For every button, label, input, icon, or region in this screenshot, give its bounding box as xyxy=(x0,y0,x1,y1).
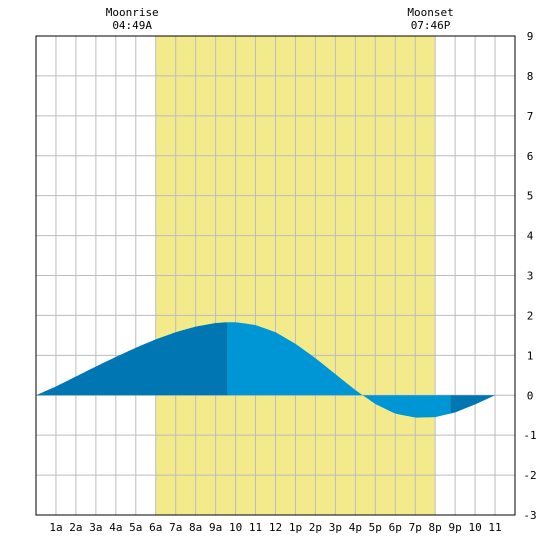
x-tick-label: 5a xyxy=(129,521,142,534)
x-tick-label: 4p xyxy=(349,521,362,534)
x-tick-label: 2p xyxy=(309,521,322,534)
y-tick-label: 7 xyxy=(527,110,534,123)
tide-area-segment xyxy=(227,322,451,418)
y-tick-label: 1 xyxy=(527,349,534,362)
x-tick-label: 10 xyxy=(229,521,242,534)
y-tick-label: 2 xyxy=(527,309,534,322)
y-tick-label: 0 xyxy=(527,389,534,402)
tide-area-segment xyxy=(36,322,228,396)
x-tick-label: 11 xyxy=(488,521,501,534)
y-tick-label: 9 xyxy=(527,30,534,43)
x-tick-label: 9p xyxy=(449,521,462,534)
tide-area-segment xyxy=(450,395,515,414)
x-tick-label: 4a xyxy=(109,521,122,534)
y-tick-label: 5 xyxy=(527,190,534,203)
x-tick-label: 8p xyxy=(429,521,442,534)
x-tick-label: 6p xyxy=(389,521,402,534)
x-tick-label: 5p xyxy=(369,521,382,534)
moonrise-time: 04:49A xyxy=(112,19,152,32)
y-axis-ticks: -3 -2 -1 0 1 2 3 4 5 6 7 8 9 xyxy=(523,30,536,522)
plot-border xyxy=(35,35,516,516)
y-tick-label: -1 xyxy=(523,429,536,442)
x-tick-label: 3p xyxy=(329,521,342,534)
y-tick-label: -2 xyxy=(523,469,536,482)
x-tick-label: 12 xyxy=(269,521,282,534)
y-tick-label: 4 xyxy=(527,230,534,243)
tide-areas xyxy=(36,322,515,418)
y-tick-label: 8 xyxy=(527,70,534,83)
x-tick-label: 8a xyxy=(189,521,202,534)
x-tick-label: 3a xyxy=(89,521,102,534)
x-tick-label: 7a xyxy=(169,521,182,534)
moonset-label: Moonset xyxy=(407,6,453,19)
y-tick-label: -3 xyxy=(523,509,536,522)
x-tick-label: 2a xyxy=(69,521,82,534)
moonrise-label: Moonrise xyxy=(106,6,159,19)
x-tick-label: 6a xyxy=(149,521,162,534)
x-tick-label: 7p xyxy=(409,521,422,534)
x-tick-label: 1a xyxy=(49,521,62,534)
x-tick-label: 11 xyxy=(249,521,262,534)
moonset-time: 07:46P xyxy=(411,19,451,32)
x-tick-label: 1p xyxy=(289,521,302,534)
grid-lines xyxy=(36,35,515,516)
x-tick-label: 10 xyxy=(468,521,481,534)
y-tick-label: 6 xyxy=(527,150,534,163)
y-tick-label: 3 xyxy=(527,270,534,283)
x-tick-label: 9a xyxy=(209,521,222,534)
x-axis-ticks: 1a 2a 3a 4a 5a 6a 7a 8a 9a 10 11 12 1p 2p 3p 4p 5p 6p 7p 8p… xyxy=(49,521,501,534)
